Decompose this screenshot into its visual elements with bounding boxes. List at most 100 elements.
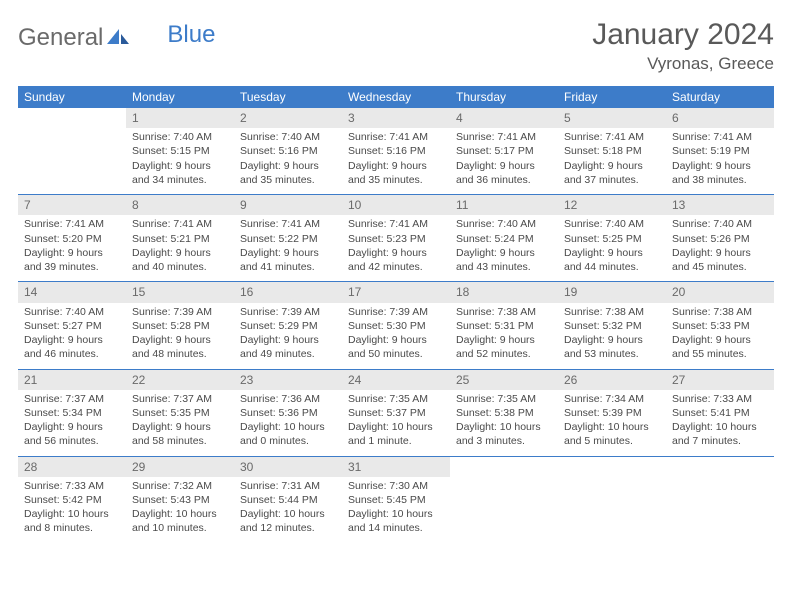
calendar-cell: 16Sunrise: 7:39 AMSunset: 5:29 PMDayligh… — [234, 282, 342, 369]
calendar-cell: 2Sunrise: 7:40 AMSunset: 5:16 PMDaylight… — [234, 108, 342, 195]
calendar-week-row: 14Sunrise: 7:40 AMSunset: 5:27 PMDayligh… — [18, 282, 774, 369]
day-number: 30 — [234, 457, 342, 477]
day-details: Sunrise: 7:41 AMSunset: 5:22 PMDaylight:… — [234, 215, 342, 281]
calendar-cell: 28Sunrise: 7:33 AMSunset: 5:42 PMDayligh… — [18, 456, 126, 543]
day-number: 27 — [666, 370, 774, 390]
day-number: 15 — [126, 282, 234, 302]
day-details: Sunrise: 7:41 AMSunset: 5:18 PMDaylight:… — [558, 128, 666, 194]
day-number: 31 — [342, 457, 450, 477]
day-details: Sunrise: 7:34 AMSunset: 5:39 PMDaylight:… — [558, 390, 666, 456]
calendar-cell: 11Sunrise: 7:40 AMSunset: 5:24 PMDayligh… — [450, 195, 558, 282]
calendar-week-row: 21Sunrise: 7:37 AMSunset: 5:34 PMDayligh… — [18, 369, 774, 456]
weekday-header: Saturday — [666, 86, 774, 108]
day-details: Sunrise: 7:36 AMSunset: 5:36 PMDaylight:… — [234, 390, 342, 456]
day-number: 19 — [558, 282, 666, 302]
empty-cell — [666, 457, 774, 523]
day-number: 7 — [18, 195, 126, 215]
day-details: Sunrise: 7:35 AMSunset: 5:37 PMDaylight:… — [342, 390, 450, 456]
weekday-header: Sunday — [18, 86, 126, 108]
header: General Blue January 2024 Vyronas, Greec… — [18, 18, 774, 74]
calendar-cell — [450, 456, 558, 543]
calendar-cell — [18, 108, 126, 195]
day-details: Sunrise: 7:39 AMSunset: 5:30 PMDaylight:… — [342, 303, 450, 369]
calendar-cell: 22Sunrise: 7:37 AMSunset: 5:35 PMDayligh… — [126, 369, 234, 456]
day-details: Sunrise: 7:37 AMSunset: 5:34 PMDaylight:… — [18, 390, 126, 456]
day-details: Sunrise: 7:41 AMSunset: 5:19 PMDaylight:… — [666, 128, 774, 194]
empty-cell — [450, 457, 558, 523]
calendar-week-row: 1Sunrise: 7:40 AMSunset: 5:15 PMDaylight… — [18, 108, 774, 195]
calendar-cell: 24Sunrise: 7:35 AMSunset: 5:37 PMDayligh… — [342, 369, 450, 456]
day-number: 9 — [234, 195, 342, 215]
calendar-cell: 8Sunrise: 7:41 AMSunset: 5:21 PMDaylight… — [126, 195, 234, 282]
calendar-cell: 13Sunrise: 7:40 AMSunset: 5:26 PMDayligh… — [666, 195, 774, 282]
day-number: 20 — [666, 282, 774, 302]
day-details: Sunrise: 7:37 AMSunset: 5:35 PMDaylight:… — [126, 390, 234, 456]
logo-sail-icon — [107, 26, 129, 51]
title-block: January 2024 Vyronas, Greece — [592, 18, 774, 74]
calendar-cell: 20Sunrise: 7:38 AMSunset: 5:33 PMDayligh… — [666, 282, 774, 369]
calendar-cell: 12Sunrise: 7:40 AMSunset: 5:25 PMDayligh… — [558, 195, 666, 282]
day-details: Sunrise: 7:39 AMSunset: 5:29 PMDaylight:… — [234, 303, 342, 369]
day-number: 23 — [234, 370, 342, 390]
day-number: 6 — [666, 108, 774, 128]
day-number: 13 — [666, 195, 774, 215]
day-number: 18 — [450, 282, 558, 302]
calendar-cell: 7Sunrise: 7:41 AMSunset: 5:20 PMDaylight… — [18, 195, 126, 282]
day-details: Sunrise: 7:39 AMSunset: 5:28 PMDaylight:… — [126, 303, 234, 369]
calendar-week-row: 28Sunrise: 7:33 AMSunset: 5:42 PMDayligh… — [18, 456, 774, 543]
day-details: Sunrise: 7:40 AMSunset: 5:25 PMDaylight:… — [558, 215, 666, 281]
day-details: Sunrise: 7:32 AMSunset: 5:43 PMDaylight:… — [126, 477, 234, 543]
day-details: Sunrise: 7:41 AMSunset: 5:16 PMDaylight:… — [342, 128, 450, 194]
weekday-header: Wednesday — [342, 86, 450, 108]
empty-cell — [558, 457, 666, 523]
calendar-cell: 19Sunrise: 7:38 AMSunset: 5:32 PMDayligh… — [558, 282, 666, 369]
calendar-cell: 6Sunrise: 7:41 AMSunset: 5:19 PMDaylight… — [666, 108, 774, 195]
calendar-week-row: 7Sunrise: 7:41 AMSunset: 5:20 PMDaylight… — [18, 195, 774, 282]
day-number: 22 — [126, 370, 234, 390]
day-number: 28 — [18, 457, 126, 477]
weekday-header: Friday — [558, 86, 666, 108]
weekday-header-row: SundayMondayTuesdayWednesdayThursdayFrid… — [18, 86, 774, 108]
day-number: 12 — [558, 195, 666, 215]
day-number: 1 — [126, 108, 234, 128]
day-details: Sunrise: 7:40 AMSunset: 5:15 PMDaylight:… — [126, 128, 234, 194]
calendar-cell: 3Sunrise: 7:41 AMSunset: 5:16 PMDaylight… — [342, 108, 450, 195]
calendar-cell: 18Sunrise: 7:38 AMSunset: 5:31 PMDayligh… — [450, 282, 558, 369]
day-details: Sunrise: 7:40 AMSunset: 5:16 PMDaylight:… — [234, 128, 342, 194]
day-details: Sunrise: 7:40 AMSunset: 5:27 PMDaylight:… — [18, 303, 126, 369]
calendar-cell: 14Sunrise: 7:40 AMSunset: 5:27 PMDayligh… — [18, 282, 126, 369]
calendar-cell: 4Sunrise: 7:41 AMSunset: 5:17 PMDaylight… — [450, 108, 558, 195]
day-number: 4 — [450, 108, 558, 128]
calendar-cell: 26Sunrise: 7:34 AMSunset: 5:39 PMDayligh… — [558, 369, 666, 456]
day-number: 14 — [18, 282, 126, 302]
calendar-cell: 5Sunrise: 7:41 AMSunset: 5:18 PMDaylight… — [558, 108, 666, 195]
day-number: 29 — [126, 457, 234, 477]
calendar-cell: 15Sunrise: 7:39 AMSunset: 5:28 PMDayligh… — [126, 282, 234, 369]
day-number: 24 — [342, 370, 450, 390]
day-number: 3 — [342, 108, 450, 128]
calendar-cell: 27Sunrise: 7:33 AMSunset: 5:41 PMDayligh… — [666, 369, 774, 456]
day-details: Sunrise: 7:38 AMSunset: 5:33 PMDaylight:… — [666, 303, 774, 369]
weekday-header: Tuesday — [234, 86, 342, 108]
calendar-cell: 1Sunrise: 7:40 AMSunset: 5:15 PMDaylight… — [126, 108, 234, 195]
day-number: 17 — [342, 282, 450, 302]
day-number: 25 — [450, 370, 558, 390]
calendar-cell: 17Sunrise: 7:39 AMSunset: 5:30 PMDayligh… — [342, 282, 450, 369]
weekday-header: Monday — [126, 86, 234, 108]
calendar-table: SundayMondayTuesdayWednesdayThursdayFrid… — [18, 86, 774, 543]
day-details: Sunrise: 7:38 AMSunset: 5:32 PMDaylight:… — [558, 303, 666, 369]
day-details: Sunrise: 7:41 AMSunset: 5:20 PMDaylight:… — [18, 215, 126, 281]
day-details: Sunrise: 7:38 AMSunset: 5:31 PMDaylight:… — [450, 303, 558, 369]
logo-text-blue: Blue — [167, 21, 215, 49]
day-details: Sunrise: 7:33 AMSunset: 5:42 PMDaylight:… — [18, 477, 126, 543]
day-details: Sunrise: 7:40 AMSunset: 5:26 PMDaylight:… — [666, 215, 774, 281]
day-details: Sunrise: 7:41 AMSunset: 5:23 PMDaylight:… — [342, 215, 450, 281]
calendar-cell: 23Sunrise: 7:36 AMSunset: 5:36 PMDayligh… — [234, 369, 342, 456]
calendar-cell — [666, 456, 774, 543]
calendar-cell: 25Sunrise: 7:35 AMSunset: 5:38 PMDayligh… — [450, 369, 558, 456]
calendar-cell: 30Sunrise: 7:31 AMSunset: 5:44 PMDayligh… — [234, 456, 342, 543]
day-number: 21 — [18, 370, 126, 390]
day-details: Sunrise: 7:30 AMSunset: 5:45 PMDaylight:… — [342, 477, 450, 543]
calendar-cell: 31Sunrise: 7:30 AMSunset: 5:45 PMDayligh… — [342, 456, 450, 543]
page-title: January 2024 — [592, 18, 774, 52]
